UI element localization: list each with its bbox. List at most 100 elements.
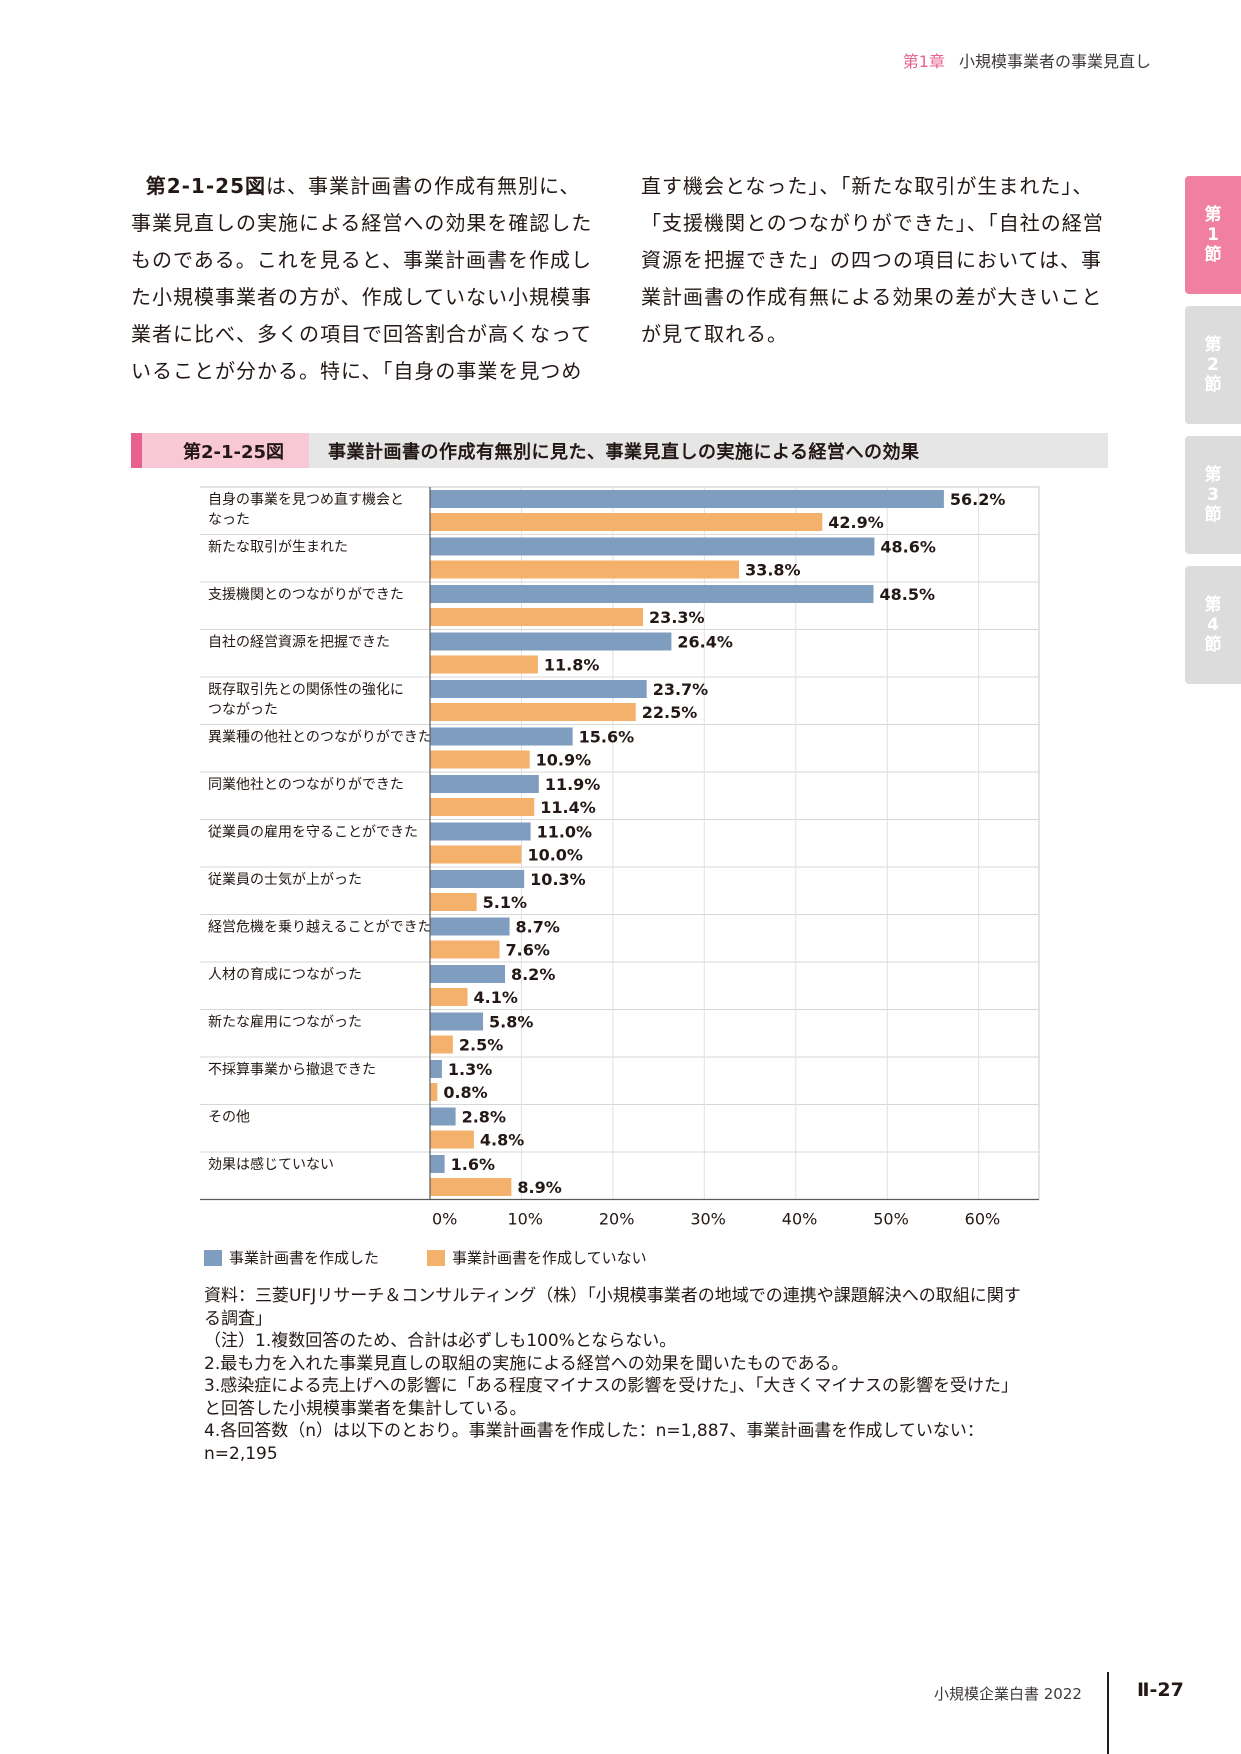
category-label: 従業員の雇用を守ることができた	[208, 824, 418, 841]
data-label: 11.4%	[540, 798, 596, 817]
data-label: 5.1%	[483, 893, 527, 912]
data-label: 4.8%	[480, 1131, 524, 1150]
body-text-left: 第2-1-25図は、事業計画書の作成有無別に、事業見直しの実施による経営への効果…	[131, 168, 599, 390]
note-2: 2.最も力を入れた事業見直しの取組の実施による経営への効果を聞いたものである。	[204, 1353, 849, 1374]
bar-not-created	[430, 988, 468, 1006]
section-tabs: 第1節 第2節 第3節 第4節	[1185, 176, 1241, 696]
data-label: 26.4%	[677, 633, 733, 652]
figure-accent-bar	[131, 433, 142, 468]
figure-notes: 資料：三菱UFJリサーチ＆コンサルティング（株）「小規模事業者の地域での連携や課…	[204, 1285, 1034, 1465]
bar-not-created	[430, 655, 538, 674]
category-label: 異業種の他社とのつながりができた	[208, 730, 432, 746]
bar-not-created	[430, 750, 530, 769]
category-label: 既存取引先との関係性の強化に	[208, 682, 404, 698]
running-head: 第1章 小規模事業者の事業見直し	[903, 48, 1151, 72]
category-label: つながった	[208, 702, 278, 718]
legend-swatch-not-created	[427, 1249, 446, 1266]
figure-reference: 第2-1-25図	[145, 174, 266, 198]
figure-number: 第2-1-25図	[142, 433, 309, 468]
bar-created	[430, 680, 647, 698]
bar-created	[430, 965, 505, 983]
bar-not-created	[430, 940, 500, 959]
category-label: 支援機関とのつながりができた	[208, 587, 404, 603]
bar-created	[430, 490, 944, 508]
data-label: 0.8%	[443, 1083, 487, 1102]
body-text-left-content: は、事業計画書の作成有無別に、事業見直しの実施による経営への効果を確認したもので…	[131, 174, 593, 383]
category-label: 同業他社とのつながりができた	[208, 777, 404, 793]
bar-created	[430, 537, 875, 556]
bar-not-created	[430, 1035, 453, 1054]
bar-created	[430, 1107, 456, 1126]
bar-not-created	[430, 1178, 512, 1196]
data-label: 1.3%	[448, 1060, 492, 1079]
category-label: なった	[208, 512, 250, 528]
data-label: 42.9%	[828, 513, 884, 532]
x-tick-label: 10%	[507, 1210, 543, 1229]
page-number: Ⅱ-27	[1137, 1679, 1184, 1701]
bar-created	[430, 870, 525, 888]
note-3: 3.感染症による売上げへの影響に「ある程度マイナスの影響を受けた」、「大きくマイ…	[204, 1376, 1019, 1419]
data-label: 4.1%	[473, 988, 517, 1007]
bar-created	[430, 585, 874, 603]
data-label: 23.7%	[653, 680, 709, 699]
footer-book-title: 小規模企業白書 2022	[934, 1685, 1082, 1703]
bar-not-created	[430, 1083, 438, 1101]
bar-not-created	[430, 608, 644, 626]
note-4: 4.各回答数（n）は以下のとおり。事業計画書を作成した：n=1,887、事業計画…	[204, 1421, 984, 1464]
legend-label-created: 事業計画書を作成した	[229, 1249, 380, 1267]
category-label: 新たな雇用につながった	[208, 1014, 362, 1031]
data-label: 1.6%	[451, 1155, 495, 1174]
bar-created	[430, 1155, 445, 1173]
data-label: 23.3%	[649, 608, 705, 627]
legend-swatch-created	[204, 1249, 222, 1266]
category-label: 効果は感じていない	[208, 1156, 334, 1173]
note-1: （注）1.複数回答のため、合計は必ずしも100%とならない。	[204, 1331, 677, 1351]
data-label: 48.6%	[880, 538, 936, 557]
category-label: その他	[208, 1110, 250, 1126]
x-tick-label: 50%	[873, 1210, 909, 1229]
legend-item-not-created: 事業計画書を作成していない	[427, 1247, 647, 1268]
section-tab-1[interactable]: 第1節	[1185, 176, 1241, 294]
bar-not-created	[430, 845, 522, 864]
data-label: 56.2%	[950, 490, 1006, 509]
bar-created	[430, 727, 573, 746]
bar-created	[430, 775, 539, 793]
data-label: 22.5%	[642, 703, 698, 722]
bar-created	[430, 917, 510, 936]
bar-not-created	[430, 703, 636, 721]
category-label: 経営危機を乗り越えることができた	[208, 920, 432, 936]
data-label: 33.8%	[745, 561, 801, 580]
category-label: 不採算事業から撤退できた	[208, 1062, 376, 1078]
x-tick-label: 0%	[432, 1210, 457, 1229]
data-label: 10.0%	[527, 846, 583, 865]
data-label: 2.5%	[459, 1036, 503, 1055]
section-tab-3[interactable]: 第3節	[1185, 436, 1241, 554]
bar-not-created	[430, 1130, 474, 1149]
chart-legend: 事業計画書を作成した 事業計画書を作成していない	[204, 1247, 695, 1268]
note-source: 資料：三菱UFJリサーチ＆コンサルティング（株）「小規模事業者の地域での連携や課…	[204, 1286, 1021, 1329]
bar-not-created	[430, 560, 740, 579]
category-label: 自身の事業を見つめ直す機会と	[208, 491, 404, 508]
data-label: 7.6%	[505, 941, 549, 960]
data-label: 2.8%	[462, 1108, 506, 1127]
bar-created	[430, 632, 672, 651]
data-label: 10.3%	[530, 870, 586, 889]
chapter-title: 小規模事業者の事業見直し	[958, 52, 1151, 71]
x-tick-label: 60%	[965, 1210, 1001, 1229]
section-tab-2[interactable]: 第2節	[1185, 306, 1241, 424]
body-text-right: 直す機会となった」、「新たな取引が生まれた」、「支援機関とのつながりができた」、…	[641, 174, 1104, 346]
bar-not-created	[430, 513, 823, 531]
x-tick-label: 40%	[782, 1210, 818, 1229]
data-label: 5.8%	[489, 1013, 533, 1032]
data-label: 10.9%	[536, 751, 592, 770]
category-label: 従業員の士気が上がった	[208, 872, 362, 888]
category-label: 自社の経営資源を把握できた	[208, 635, 390, 651]
data-label: 11.0%	[537, 823, 593, 842]
data-label: 15.6%	[579, 728, 635, 747]
section-tab-4[interactable]: 第4節	[1185, 566, 1241, 684]
bar-created	[430, 1012, 484, 1031]
x-tick-label: 20%	[599, 1210, 635, 1229]
bar-not-created	[430, 893, 477, 911]
data-label: 11.8%	[544, 656, 600, 675]
